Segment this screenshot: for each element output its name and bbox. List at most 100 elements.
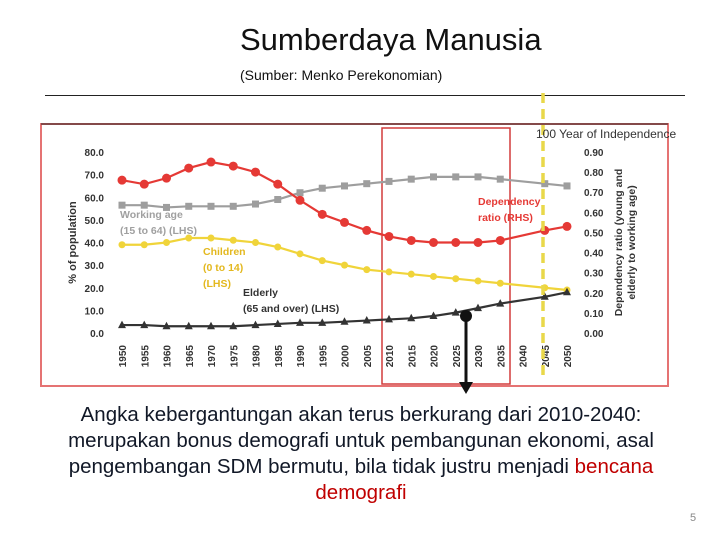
y-right-tick-label: 0.10 — [584, 309, 604, 320]
series-label-line: Children — [203, 246, 246, 258]
y-left-tick-label: 0.0 — [90, 329, 104, 340]
y-right-tick-label: 0.30 — [584, 269, 604, 280]
data-point — [474, 277, 482, 285]
x-tick-label: 2030 — [474, 345, 485, 368]
data-point — [429, 311, 438, 320]
data-point — [363, 266, 371, 274]
data-point — [296, 250, 304, 258]
series-label: Working age (15 to 64) (LHS) — [120, 209, 197, 237]
data-point — [385, 177, 393, 185]
y-left-tick-label: 40.0 — [85, 239, 105, 250]
x-tick-label: 2020 — [430, 345, 441, 368]
title-divider — [45, 95, 685, 96]
series-label-line: Working age — [120, 209, 183, 221]
x-tick-label: 2025 — [452, 345, 463, 368]
y-right-axis-title: Dependency ratio (young andelderly to wo… — [613, 169, 638, 317]
series-label: Dependency ratio (RHS) — [478, 196, 541, 224]
data-point — [317, 209, 327, 219]
y-right-tick-label: 0.90 — [584, 148, 604, 159]
y-right-tick-label: 0.50 — [584, 228, 604, 239]
data-point — [207, 202, 215, 210]
y-left-tick-label: 10.0 — [85, 306, 105, 317]
data-point — [251, 320, 260, 329]
data-point — [563, 287, 571, 296]
series-label-line: Dependency — [478, 196, 541, 208]
independence-annotation: 100 Year of Independence — [536, 127, 676, 141]
data-point — [341, 182, 348, 190]
data-point — [362, 316, 371, 324]
caption-highlight: bencana demografi — [315, 455, 654, 504]
x-tick-label: 1985 — [274, 345, 285, 368]
data-point — [118, 241, 126, 249]
y-left-tick-label: 70.0 — [85, 171, 105, 182]
data-point — [117, 175, 127, 185]
y-left-tick-label: 20.0 — [85, 284, 105, 295]
data-point — [363, 180, 371, 188]
y-right-tick-label: 0.80 — [584, 168, 604, 179]
data-point — [207, 321, 215, 330]
data-point — [295, 195, 305, 205]
data-point — [452, 275, 460, 283]
data-point — [296, 189, 304, 197]
x-tick-label: 2045 — [541, 345, 552, 368]
data-point — [140, 320, 149, 329]
y-right-axis-title-line: Dependency ratio (young and — [613, 169, 625, 317]
x-tick-label: 1950 — [118, 345, 129, 368]
data-point — [251, 167, 260, 177]
data-point — [229, 321, 238, 330]
x-tick-label: 1995 — [318, 345, 329, 368]
y-right-tick-label: 0.40 — [584, 249, 604, 260]
caption-box — [32, 394, 688, 532]
data-point — [228, 161, 238, 171]
series-label-line: (LHS) — [203, 278, 231, 290]
y-left-tick-label: 80.0 — [85, 148, 105, 159]
page-number: 5 — [690, 512, 697, 524]
highlight-box — [381, 127, 511, 385]
series-label-line: Elderly — [243, 287, 278, 299]
data-point — [118, 201, 126, 209]
data-point — [430, 173, 437, 181]
data-point — [140, 241, 148, 249]
arrow-head — [459, 382, 473, 394]
slide-subtitle: (Sumber: Menko Perekonomian) — [240, 67, 443, 83]
data-point — [139, 179, 149, 189]
data-point — [385, 314, 393, 323]
data-point — [318, 257, 326, 265]
data-point — [340, 217, 349, 227]
data-point — [406, 235, 416, 245]
data-point — [163, 203, 170, 211]
x-tick-label: 1965 — [185, 345, 196, 368]
series-label-line: (65 and over) (LHS) — [243, 303, 339, 315]
data-point — [407, 270, 415, 278]
data-point — [229, 202, 237, 210]
data-point — [540, 292, 549, 300]
caption: Angka kebergantungan akan terus berkuran… — [36, 402, 686, 506]
data-point — [185, 234, 193, 242]
data-point — [407, 175, 415, 183]
data-point — [362, 225, 372, 235]
y-right-tick-label: 0.00 — [584, 329, 604, 340]
data-point — [229, 236, 237, 244]
data-point — [496, 175, 504, 183]
data-point — [407, 313, 416, 322]
y-right-tick-label: 0.60 — [584, 208, 604, 219]
y-left-axis-title: % of population — [67, 201, 79, 284]
data-point — [474, 303, 482, 312]
data-point — [384, 231, 394, 241]
x-tick-label: 2035 — [496, 345, 507, 368]
data-point — [206, 157, 216, 167]
data-point — [184, 321, 193, 330]
data-point — [273, 179, 283, 189]
data-point — [274, 243, 282, 251]
series-label: Elderly (65 and over) (LHS) — [243, 287, 339, 315]
data-point — [430, 272, 437, 280]
x-tick-label: 2010 — [385, 345, 396, 368]
series-line-0 — [122, 175, 568, 209]
chart-frame — [40, 123, 669, 387]
x-tick-label: 2015 — [407, 345, 418, 368]
series-label-line: ratio (RHS) — [478, 212, 533, 224]
data-point — [452, 173, 460, 181]
data-point — [385, 268, 393, 276]
x-tick-label: 2000 — [341, 345, 352, 368]
